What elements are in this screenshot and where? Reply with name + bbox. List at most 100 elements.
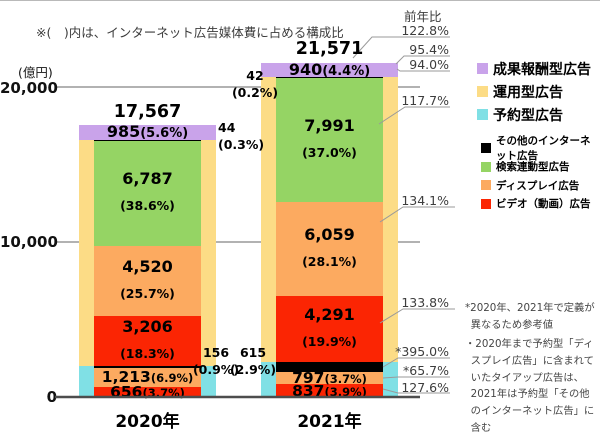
bar-label-text: 656: [110, 382, 143, 401]
bar-label-pct: (38.6%): [120, 198, 175, 214]
yoy-label-performance: 95.4%: [409, 42, 449, 57]
bar-segment-video: [94, 315, 201, 366]
yoy-label-display: 134.1%: [401, 193, 449, 208]
legend-swatch-performance: [477, 63, 488, 74]
chart-note-title: ※( )内は、インターネット広告媒体費に占める構成比: [36, 25, 344, 40]
footnotes: *2020年、2021年で定義が異なるため参考値 ・2020年まで予約型「ディス…: [465, 300, 599, 439]
x-category-2020: 2020年: [115, 412, 180, 432]
legend-label: ディスプレイ広告: [496, 179, 580, 192]
legend-item-video: ビデオ（動画）広告: [481, 195, 600, 214]
yoy-header: 前年比: [404, 9, 442, 24]
bar-label-text: (6.9%): [150, 371, 194, 386]
bar-label-text: 1,213: [101, 368, 151, 387]
segment-pct: (0.9%): [192, 362, 240, 377]
yoy-label-other-top: 94.0%: [409, 57, 449, 72]
bar-segment-label: 837(3.9%): [260, 381, 400, 401]
bar-label-pct: (25.7%): [120, 285, 175, 301]
yoy-label-video: 133.8%: [401, 295, 449, 310]
segment-callout-2020-other-top: 44 (0.3%): [218, 119, 270, 153]
segment-pct: (0.2%): [231, 85, 279, 100]
bar-total-2020: 17,567: [113, 102, 182, 122]
bar-segment-label: 985(5.6%): [78, 122, 218, 142]
y-tick-20000: 20,000: [0, 79, 58, 97]
bar-label-text: (3.7%): [324, 371, 367, 386]
bar-total-2021: 21,571: [295, 39, 364, 59]
bar-label-text: 797: [292, 368, 325, 387]
bar-label-value: 4,291: [304, 304, 355, 324]
bar-segment-video: [94, 386, 201, 397]
legend-item-search: 検索連動型広告: [481, 158, 600, 177]
bar-segment-label: 3,206 (18.3%): [78, 317, 218, 361]
yoy-label-video-bottom: 127.6%: [401, 380, 449, 395]
legend-swatch-managed: [477, 86, 488, 97]
segment-value: 44: [218, 120, 236, 135]
bar-segment-label: 6,787 (38.6%): [78, 169, 218, 213]
legend-label: 予約型広告: [493, 107, 563, 124]
yoy-label-display-bottom: *65.7%: [403, 363, 449, 378]
legend-swatch-search: [481, 161, 491, 172]
bar-segment-video: [276, 295, 383, 363]
bar-label-value: 4,520: [122, 256, 173, 276]
bar-label-text: 940: [288, 59, 323, 79]
legend-label: 運用型広告: [493, 84, 563, 101]
bar-segment-display: [276, 371, 383, 385]
y-axis-unit-label: (億円): [18, 65, 53, 80]
bar-label-value: 7,991: [304, 115, 355, 135]
bar-segment-display: [94, 368, 201, 387]
footnote-tieup: ・2020年まで予約型「ディスプレイ広告」に含まれていたタイアップ広告は、202…: [465, 337, 595, 435]
legend-item-other: その他のインターネット広告: [481, 135, 600, 162]
legend-item-performance: 成果報酬型広告: [477, 57, 591, 80]
bar-label-text: (5.6%): [140, 126, 189, 142]
bar-label-value: 6,059: [304, 224, 355, 244]
bar-label-text: 837: [292, 381, 325, 400]
bar-segment-label: 7,991 (37.0%): [260, 116, 400, 160]
bar-segment-other: [94, 365, 201, 369]
yoy-label-other-bottom: *395.0%: [395, 344, 449, 359]
bar-segment-performance: [79, 124, 216, 140]
segment-value: 615: [239, 345, 267, 360]
legend-item-managed: 運用型広告: [477, 80, 591, 103]
yoy-label-total: 122.8%: [401, 23, 449, 38]
top-rule: [0, 0, 600, 1]
bar-segment-label: 1,213(6.9%): [78, 367, 218, 387]
bar-segment-video: [276, 384, 383, 397]
segment-value: 156: [202, 345, 230, 360]
legend-label: 成果報酬型広告: [493, 61, 591, 78]
bar-label-pct: (18.3%): [120, 345, 175, 361]
bar-segment-search: [94, 140, 201, 246]
legend-label: その他のインターネット広告: [496, 135, 591, 163]
bar-label-text: (4.4%): [322, 63, 371, 79]
legend-label: ビデオ（動画）広告: [496, 198, 591, 211]
y-tick-10000: 10,000: [0, 233, 58, 251]
segment-value: 42: [246, 68, 264, 83]
bar-label-pct: (37.0%): [302, 144, 357, 160]
footnote-definition: *2020年、2021年で定義が異なるため参考値: [465, 302, 595, 331]
bar-segment-performance: [261, 62, 398, 78]
segment-callout-2020-other-bottom: 156 (0.9%): [192, 344, 240, 378]
segment-callout-2021-other-top: 42 (0.2%): [231, 67, 279, 101]
bar-segment-label: 797(3.7%): [260, 368, 400, 388]
bar-label-value: 3,206: [122, 316, 173, 336]
x-category-2021: 2021年: [297, 412, 362, 432]
bar-label-text: (3.7%): [142, 385, 185, 400]
legend-item-reserved: 予約型広告: [477, 103, 591, 126]
legend-item-display: ディスプレイ広告: [481, 176, 600, 195]
bar-label-text: 985: [106, 122, 141, 142]
bar-label-pct: (19.9%): [302, 333, 357, 349]
bar-label-text: (3.9%): [324, 384, 367, 399]
legend-outer-group: 成果報酬型広告 運用型広告 予約型広告: [477, 57, 591, 126]
bar-label-value: 6,787: [122, 169, 173, 189]
bar-segment-label: 656(3.7%): [78, 382, 218, 402]
legend-swatch-reserved: [477, 109, 488, 120]
segment-pct: (2.9%): [229, 362, 277, 377]
bar-segment-label: 4,520 (25.7%): [78, 257, 218, 301]
bar-segment-label: 940(4.4%): [260, 60, 400, 80]
legend-swatch-video: [481, 198, 491, 209]
segment-callout-2021-other-bottom: 615 (2.9%): [229, 344, 277, 378]
legend-inner-group: その他のインターネット広告 検索連動型広告 ディスプレイ広告 ビデオ（動画）広告: [481, 135, 600, 214]
y-tick-0: 0: [46, 388, 57, 406]
bar-segment-display: [276, 201, 383, 296]
bar-segment-display: [94, 245, 201, 316]
